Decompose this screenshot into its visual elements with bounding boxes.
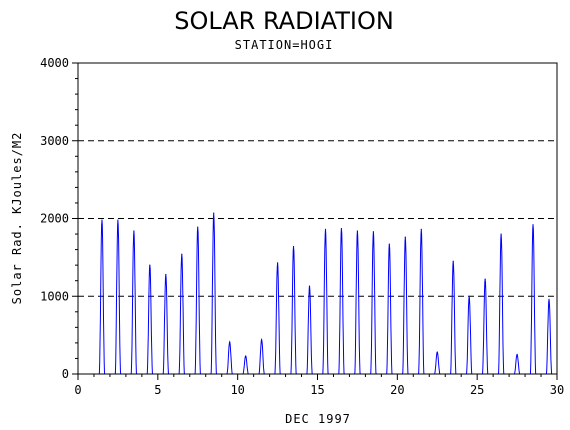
chart-subtitle: STATION=HOGI xyxy=(235,38,334,52)
daily-peak-point xyxy=(165,273,167,276)
x-tick-label: 5 xyxy=(154,383,161,397)
chart-title: SOLAR RADIATION xyxy=(174,7,394,35)
daily-peak-point xyxy=(420,228,422,230)
daily-peak-point xyxy=(261,339,263,341)
daily-peak-point xyxy=(340,228,343,230)
daily-peak-point xyxy=(308,285,311,287)
daily-peak-point xyxy=(452,260,454,262)
daily-peak-point xyxy=(276,262,279,264)
y-tick-label: 2000 xyxy=(40,212,69,226)
daily-peak-point xyxy=(548,298,550,300)
daily-peak-point xyxy=(484,278,486,280)
daily-peak-point xyxy=(181,253,183,255)
daily-peak-point xyxy=(372,231,374,233)
x-tick-label: 10 xyxy=(230,383,244,397)
x-tick-label: 30 xyxy=(550,383,564,397)
x-axis: 0 5 10 15 20 25 30 xyxy=(74,374,564,397)
daily-peak-point xyxy=(197,226,199,228)
daily-peak-point xyxy=(532,224,534,226)
solar-radiation-series xyxy=(86,213,556,375)
daily-peak-point xyxy=(292,245,295,248)
daily-peak-point xyxy=(101,219,103,221)
daily-peak-point xyxy=(117,219,119,221)
daily-peak-point xyxy=(516,353,518,356)
y-axis: 0 1000 2000 3000 4000 xyxy=(40,56,78,381)
gridlines xyxy=(78,62,557,297)
daily-peak-point xyxy=(213,212,215,214)
daily-peak-point xyxy=(356,230,359,232)
x-tick-label: 20 xyxy=(390,383,404,397)
x-tick-label: 25 xyxy=(470,383,484,397)
y-axis-label: Solar Rad. KJoules/M2 xyxy=(10,132,24,305)
daily-peak-point xyxy=(468,295,470,297)
x-axis-label: DEC 1997 xyxy=(285,412,351,426)
daily-peak-point xyxy=(436,351,438,353)
daily-peak-point xyxy=(245,355,247,357)
daily-peak-point xyxy=(133,230,135,232)
x-tick-label: 0 xyxy=(74,383,81,397)
x-tick-label: 15 xyxy=(310,383,324,397)
daily-peak-point xyxy=(500,233,502,235)
daily-peak-point xyxy=(324,228,327,230)
daily-peak-point xyxy=(404,236,406,238)
series-layer xyxy=(86,212,556,375)
daily-peak-point xyxy=(388,243,390,245)
y-tick-label: 4000 xyxy=(40,56,69,70)
daily-peak-point xyxy=(149,264,151,266)
y-tick-label: 0 xyxy=(62,367,69,381)
y-tick-label: 1000 xyxy=(40,289,69,303)
y-tick-label: 3000 xyxy=(40,134,69,148)
daily-peak-point xyxy=(229,341,231,343)
